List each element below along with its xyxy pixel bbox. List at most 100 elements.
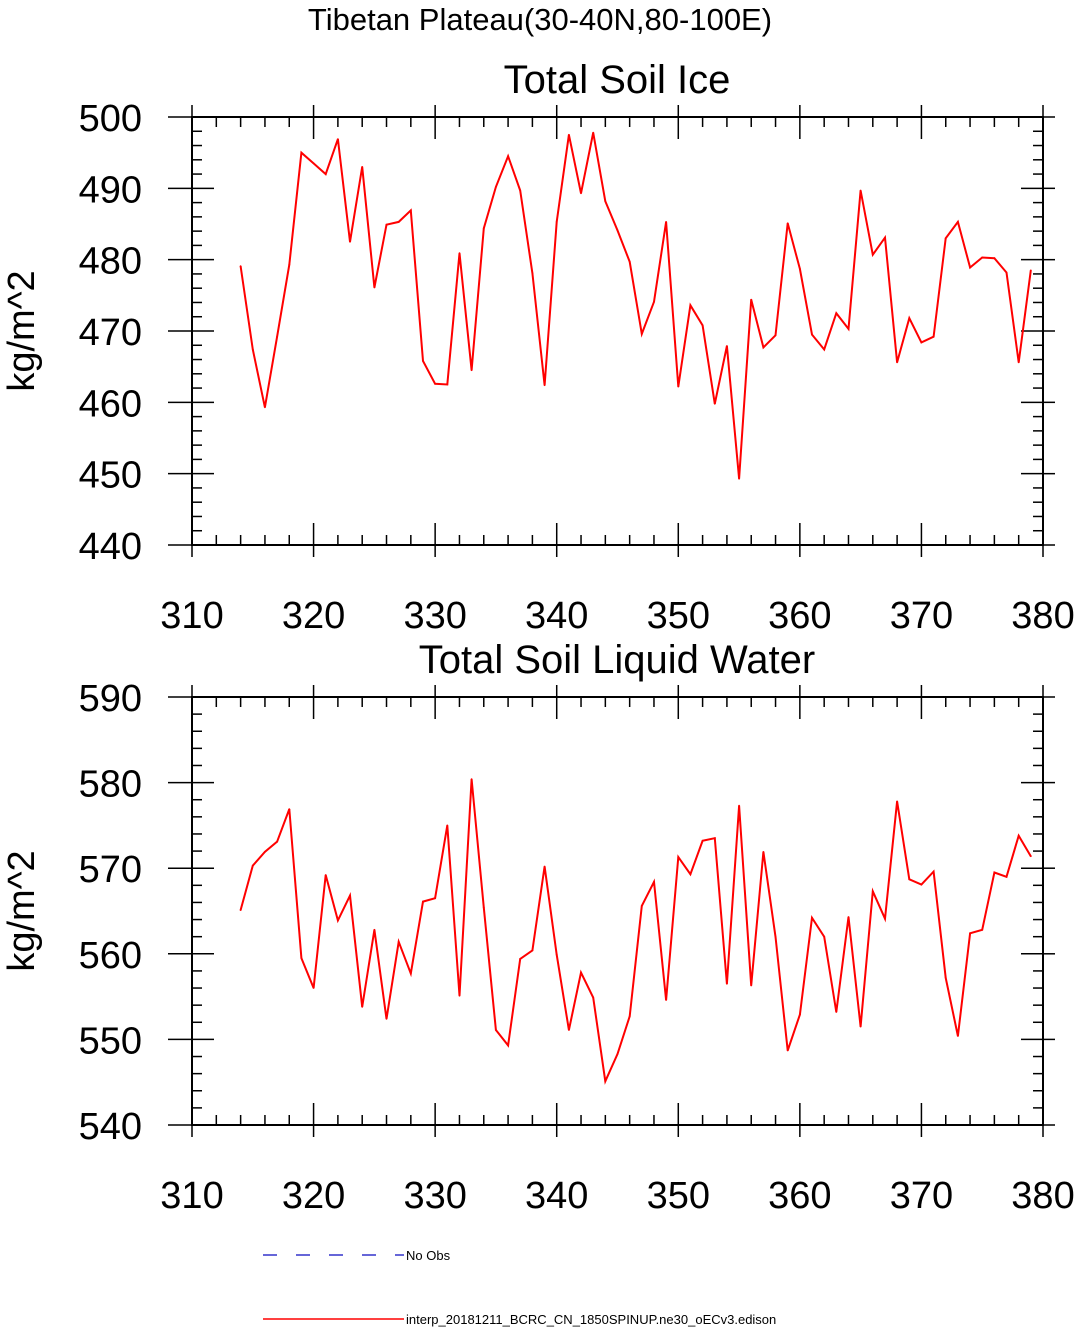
data-point: [908, 878, 911, 881]
data-point: [568, 1029, 570, 1031]
data-point: [981, 928, 984, 931]
y-tick-label: 450: [79, 455, 142, 497]
data-point: [446, 824, 449, 827]
y-axis-label: kg/m^2: [1, 270, 43, 391]
x-tick-label: 310: [160, 1175, 223, 1217]
data-point: [920, 341, 923, 344]
data-point: [422, 360, 424, 362]
data-point: [665, 221, 667, 223]
x-tick-label: 350: [647, 595, 710, 637]
data-point: [713, 402, 716, 405]
data-point: [543, 384, 546, 387]
data-point: [592, 996, 595, 999]
data-point: [640, 333, 643, 335]
legend-model-label: interp_20181211_BCRC_CN_1850SPINUP.ne30_…: [406, 1312, 776, 1327]
data-point: [458, 252, 461, 255]
data-point: [762, 851, 765, 853]
chart-title: Total Soil Liquid Water: [419, 638, 815, 682]
series-line: [239, 779, 1032, 1085]
data-point: [896, 361, 898, 364]
data-point: [944, 976, 947, 979]
data-point: [409, 209, 412, 212]
data-point: [519, 189, 522, 192]
x-tick-label: 340: [525, 595, 588, 637]
y-tick-label: 570: [79, 849, 142, 891]
data-point: [677, 385, 680, 388]
x-tick-label: 310: [160, 595, 223, 637]
data-point: [738, 477, 740, 480]
legend: No Obs interp_20181211_BCRC_CN_1850SPINU…: [263, 1248, 776, 1327]
data-point: [337, 138, 339, 141]
data-point: [264, 406, 266, 409]
data-point: [1029, 855, 1032, 858]
data-point: [653, 881, 655, 883]
data-point: [397, 221, 400, 223]
data-point: [251, 864, 254, 867]
data-point: [604, 200, 607, 203]
data-point: [519, 958, 522, 960]
data-point: [920, 883, 923, 886]
data-point: [1029, 269, 1032, 272]
data-point: [422, 900, 424, 903]
data-point: [434, 897, 436, 900]
data-point: [568, 133, 570, 136]
data-point: [409, 972, 412, 975]
data-point: [1005, 875, 1008, 878]
data-point: [543, 865, 546, 868]
x-tick-label: 320: [282, 595, 345, 637]
data-point: [677, 856, 680, 858]
data-point: [434, 382, 436, 385]
data-point: [701, 324, 704, 327]
data-point: [847, 916, 850, 918]
data-point: [251, 348, 254, 351]
data-point: [349, 240, 351, 243]
figure-title: Tibetan Plateau(30-40N,80-100E): [308, 2, 772, 37]
data-point: [689, 873, 692, 876]
data-point: [470, 369, 473, 372]
data-point: [993, 871, 996, 874]
data-point: [884, 917, 886, 920]
data-point: [482, 906, 485, 909]
data-point: [786, 1049, 789, 1052]
data-point: [361, 166, 364, 168]
data-point: [580, 192, 582, 195]
data-point: [555, 953, 558, 956]
data-point: [835, 312, 838, 315]
data-point: [592, 131, 595, 134]
data-point: [361, 1006, 364, 1008]
x-tick-label: 360: [768, 1175, 831, 1217]
data-point: [288, 263, 291, 266]
data-point: [288, 808, 291, 810]
data-point: [884, 236, 886, 239]
data-point: [239, 265, 242, 267]
y-tick-label: 540: [79, 1106, 142, 1148]
data-point: [908, 317, 911, 320]
data-point: [701, 839, 704, 842]
data-point: [507, 1044, 509, 1047]
y-tick-label: 460: [79, 383, 142, 425]
data-point: [738, 804, 740, 807]
data-point: [713, 837, 716, 840]
data-point: [726, 345, 728, 347]
data-point: [871, 890, 874, 893]
x-tick-label: 380: [1011, 1175, 1074, 1217]
data-point: [786, 222, 789, 225]
y-tick-label: 440: [79, 526, 142, 568]
data-point: [932, 870, 935, 873]
data-point: [397, 940, 400, 943]
y-tick-label: 590: [79, 678, 142, 720]
series-line: [239, 132, 1032, 479]
y-tick-label: 580: [79, 764, 142, 806]
data-point: [811, 916, 813, 919]
data-point: [835, 1011, 838, 1013]
data-point: [1017, 834, 1020, 837]
x-tick-label: 340: [525, 1175, 588, 1217]
x-tick-label: 320: [282, 1175, 345, 1217]
data-point: [264, 851, 266, 853]
data-point: [811, 333, 813, 336]
data-point: [324, 874, 327, 876]
data-point: [276, 840, 278, 843]
data-point: [312, 162, 315, 165]
data-point: [495, 1029, 497, 1031]
data-point: [799, 1013, 801, 1016]
